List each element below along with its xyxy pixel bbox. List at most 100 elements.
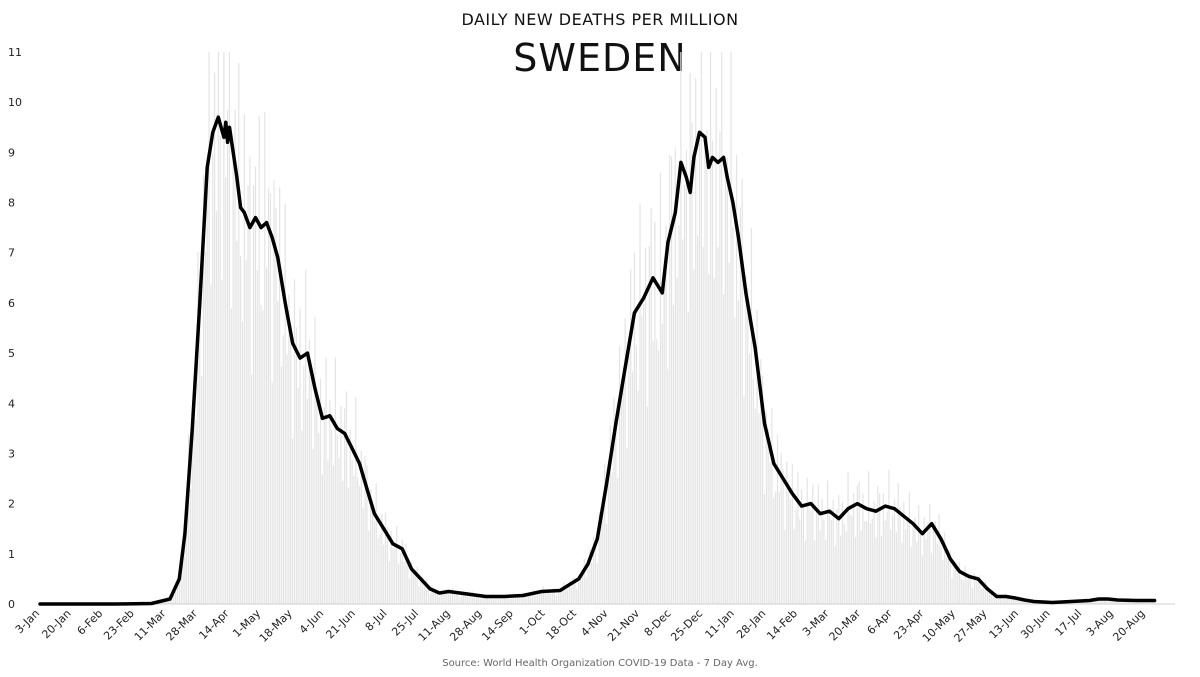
daily-bar <box>700 52 702 604</box>
daily-bar <box>1105 597 1107 604</box>
daily-bar <box>258 115 260 604</box>
daily-bar <box>449 594 452 604</box>
daily-bar <box>925 538 927 604</box>
daily-bar <box>366 465 368 604</box>
daily-bar <box>873 501 875 604</box>
daily-bar <box>282 335 284 604</box>
daily-bar <box>403 561 405 604</box>
daily-bar <box>1124 600 1126 604</box>
daily-bar <box>644 247 647 604</box>
daily-bar <box>513 593 515 604</box>
daily-bar <box>436 589 439 604</box>
daily-bar <box>631 371 634 604</box>
x-tick-label: 18-May <box>257 607 295 645</box>
daily-bar <box>332 465 335 604</box>
daily-bar <box>286 354 288 604</box>
x-tick-label: 8-Jul <box>363 607 390 634</box>
daily-bar <box>869 523 871 604</box>
daily-bar <box>685 150 688 604</box>
daily-bar <box>514 597 517 604</box>
daily-bar <box>1001 598 1003 604</box>
daily-bar <box>579 575 582 604</box>
daily-bar <box>527 592 530 604</box>
daily-bar <box>1010 597 1013 604</box>
chart-subtitle: DAILY NEW DEATHS PER MILLION <box>461 10 739 29</box>
daily-bar <box>906 517 909 604</box>
daily-bar <box>650 207 652 604</box>
daily-bar <box>654 221 656 604</box>
daily-bar <box>942 559 944 604</box>
daily-bar <box>247 185 249 604</box>
y-tick-label: 5 <box>8 347 15 360</box>
daily-bar <box>687 311 689 604</box>
daily-bar <box>388 561 390 604</box>
y-tick-label: 10 <box>8 96 22 109</box>
daily-bars <box>134 52 1156 605</box>
x-tick-label: 14-Apr <box>196 607 232 643</box>
daily-bar <box>483 595 485 604</box>
daily-bar <box>472 591 474 604</box>
daily-bar <box>186 512 188 604</box>
daily-bar <box>455 591 457 604</box>
daily-bar <box>448 593 450 604</box>
daily-bar <box>830 520 832 604</box>
daily-bar <box>526 596 528 604</box>
daily-bar <box>635 345 637 604</box>
daily-bar <box>877 485 879 604</box>
daily-bar <box>704 146 706 604</box>
daily-bar <box>609 425 611 604</box>
daily-bar <box>737 300 740 604</box>
daily-bar <box>966 578 968 604</box>
daily-bar <box>836 509 838 604</box>
daily-bar <box>405 543 407 604</box>
daily-bar <box>849 514 851 604</box>
x-tick-label: 14-Sep <box>479 607 516 644</box>
daily-bar <box>695 78 697 604</box>
daily-bar <box>1111 598 1113 604</box>
daily-bar <box>996 595 998 604</box>
daily-bar <box>316 387 318 604</box>
daily-bar <box>683 184 686 605</box>
daily-bar <box>892 515 894 604</box>
x-tick-label: 23-Feb <box>101 607 137 643</box>
daily-bar <box>997 597 1000 604</box>
daily-bar <box>901 542 903 604</box>
daily-bar <box>474 596 476 604</box>
daily-bar <box>968 573 970 604</box>
daily-bar <box>466 591 468 604</box>
daily-bar <box>641 315 643 604</box>
daily-bar <box>360 450 362 604</box>
daily-bar <box>1016 598 1018 604</box>
daily-bar <box>318 433 320 604</box>
daily-bar <box>440 591 442 604</box>
daily-bar <box>540 593 543 604</box>
daily-bar <box>464 595 466 604</box>
daily-bar <box>1118 601 1120 604</box>
y-tick-label: 1 <box>8 548 15 561</box>
daily-bar <box>214 72 216 605</box>
daily-bar <box>522 592 524 604</box>
daily-bar <box>184 543 186 604</box>
daily-bar <box>661 323 663 604</box>
daily-bar <box>206 159 208 604</box>
daily-bar <box>652 340 654 604</box>
daily-bar <box>882 493 884 604</box>
daily-bar <box>169 599 171 604</box>
x-tick-label: 30-Jun <box>1018 607 1053 642</box>
daily-bar <box>932 525 935 604</box>
daily-bar <box>319 378 322 604</box>
daily-bar <box>208 52 210 604</box>
daily-bar <box>736 154 738 604</box>
daily-bar <box>386 527 388 604</box>
daily-bar <box>384 512 387 604</box>
daily-bar <box>373 521 375 604</box>
daily-bar <box>349 429 351 604</box>
daily-bar <box>587 569 589 604</box>
daily-bar <box>626 448 628 604</box>
daily-bar <box>529 596 532 604</box>
daily-bar <box>975 575 977 604</box>
daily-bar <box>646 406 649 604</box>
daily-bar <box>717 247 719 605</box>
daily-bar <box>401 539 403 604</box>
